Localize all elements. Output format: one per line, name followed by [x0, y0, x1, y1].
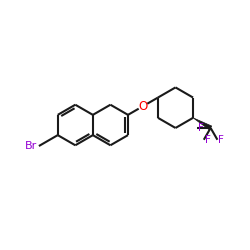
Text: F: F — [205, 135, 211, 145]
Text: F: F — [218, 135, 224, 145]
Text: Br: Br — [25, 141, 37, 151]
Text: O: O — [138, 100, 147, 113]
Polygon shape — [193, 118, 212, 130]
Text: F: F — [198, 123, 204, 133]
